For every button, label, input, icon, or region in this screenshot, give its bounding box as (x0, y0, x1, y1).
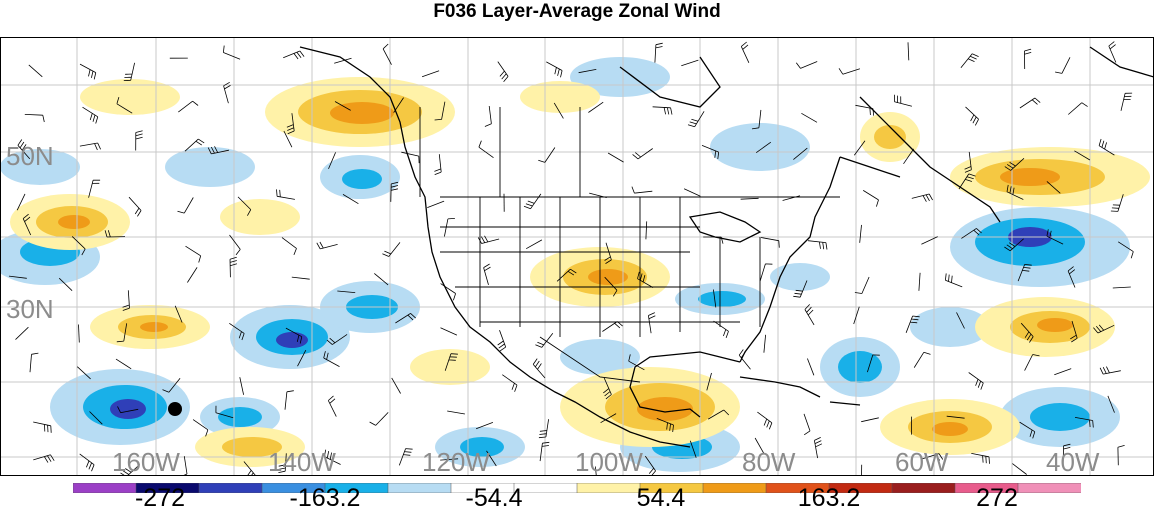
colorbar-label: -163.2 (290, 486, 361, 511)
colorbar-label: -54.4 (466, 486, 523, 511)
colorbar-label: 272 (976, 486, 1018, 511)
lon-label-40w: 40W (1046, 447, 1100, 476)
lon-label-140w: 140W (268, 447, 336, 476)
colorbar-labels: -272 -163.2 -54.4 54.4 163.2 272 (0, 486, 1154, 511)
lon-label-60w: 60W (895, 447, 949, 476)
map-title: F036 Layer-Average Zonal Wind (0, 0, 1154, 28)
lat-label-30n: 30N (6, 294, 54, 324)
station-dot (168, 402, 182, 416)
lon-label-80w: 80W (742, 447, 796, 476)
colorbar-label: 54.4 (637, 486, 686, 511)
colorbar-label: -272 (135, 486, 185, 511)
lat-label-50n: 50N (6, 141, 54, 171)
colorbar-label: 163.2 (798, 486, 861, 511)
wind-map: 50N 30N 160W 140W 120W 100W 80W 60W 40W (0, 37, 1154, 476)
lon-label-100w: 100W (575, 447, 643, 476)
lon-label-120w: 120W (422, 447, 490, 476)
lon-label-160w: 160W (112, 447, 180, 476)
map-canvas: 50N 30N 160W 140W 120W 100W 80W 60W 40W (0, 37, 1154, 476)
